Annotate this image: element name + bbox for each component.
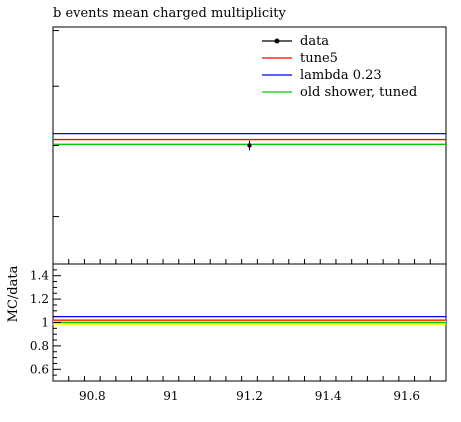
x-tick-label: 91.6 bbox=[393, 389, 420, 403]
legend-label: lambda 0.23 bbox=[300, 68, 382, 83]
y-tick-label: 1.4 bbox=[30, 269, 49, 283]
legend-marker bbox=[274, 38, 280, 44]
x-tick-label: 90.8 bbox=[79, 389, 106, 403]
y-tick-label: 1 bbox=[41, 316, 49, 330]
ratio-y-ticks: 0.6 0.8 1 1.2 1.4 bbox=[30, 263, 61, 382]
x-tick-label: 91.2 bbox=[236, 389, 263, 403]
main-plot-panel: data tune5 lambda 0.23 old shower, tuned bbox=[52, 26, 447, 265]
legend-label: data bbox=[300, 34, 329, 49]
ratio-y-axis-label: MC/data bbox=[6, 265, 21, 322]
main-data-points bbox=[247, 140, 252, 151]
data-point bbox=[247, 143, 252, 148]
legend-label: old shower, tuned bbox=[300, 85, 417, 100]
legend: data tune5 lambda 0.23 old shower, tuned bbox=[262, 34, 417, 100]
main-x-ticks bbox=[52, 259, 447, 264]
chart-title: b events mean charged multiplicity bbox=[53, 6, 286, 21]
main-y-ticks bbox=[53, 30, 59, 218]
y-tick-label: 0.8 bbox=[30, 339, 49, 353]
legend-label: tune5 bbox=[300, 51, 338, 66]
ratio-plot-panel: 0.6 0.8 1 1.2 1.4 90.8 91 91.2 91.4 91.6 MC/data bbox=[6, 263, 447, 403]
ratio-x-ticks: 90.8 91 91.2 91.4 91.6 bbox=[52, 376, 447, 403]
ratio-series-lines bbox=[53, 315, 446, 324]
y-tick-label: 1.2 bbox=[30, 292, 49, 306]
x-tick-label: 91 bbox=[163, 389, 178, 403]
y-tick-label: 0.6 bbox=[30, 362, 49, 376]
x-tick-label: 91.4 bbox=[315, 389, 342, 403]
